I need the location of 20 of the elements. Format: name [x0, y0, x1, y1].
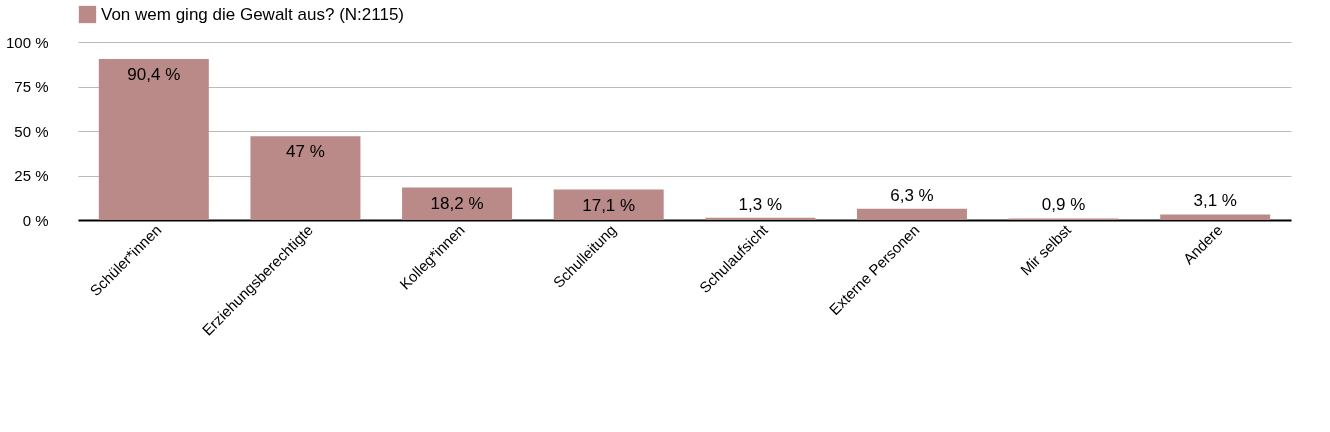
data-label: 6,3 % [890, 185, 934, 205]
data-label: 1,3 % [738, 194, 783, 214]
y-tick-label: 0 % [22, 211, 49, 229]
y-tick-label: 75 % [14, 78, 49, 95]
data-label: 18,2 % [430, 193, 484, 213]
data-label: 0,9 % [1041, 195, 1086, 215]
y-tick-label: 100 % [5, 33, 49, 51]
bar [1160, 214, 1271, 220]
bar [856, 208, 967, 220]
bar [553, 189, 664, 220]
legend-label: Von wem ging die Gewalt aus? (N:2115) [101, 4, 405, 24]
data-label: 47 % [286, 142, 325, 162]
data-label: 90,4 % [127, 65, 181, 85]
data-label: 17,1 % [582, 195, 636, 215]
bar [98, 59, 209, 220]
data-label: 3,1 % [1193, 191, 1237, 211]
y-tick-label: 50 % [14, 122, 49, 140]
bar [250, 136, 361, 220]
bar [402, 187, 513, 220]
y-tick-label: 25 % [14, 167, 49, 184]
